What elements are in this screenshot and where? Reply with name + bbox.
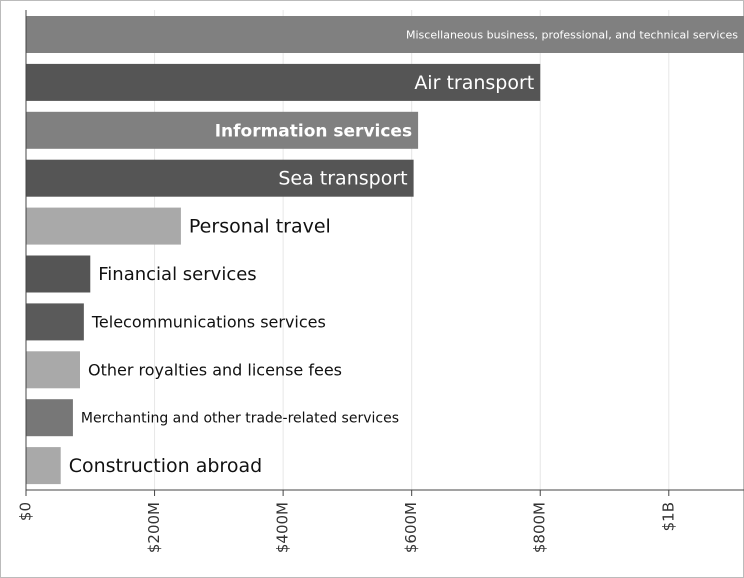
bar [26, 16, 744, 53]
bar-label: Personal travel [189, 216, 331, 238]
bar-label: Construction abroad [69, 455, 262, 477]
x-tick-label: $400M [274, 502, 292, 553]
x-tick-label: $800M [531, 502, 549, 553]
bar [26, 399, 73, 437]
bar-label: Merchanting and other trade-related serv… [81, 411, 399, 427]
bar-label: Miscellaneous business, professional, an… [406, 29, 738, 42]
bar [26, 351, 80, 389]
x-tick-label: $1B [659, 502, 677, 531]
bar-label: Other royalties and license fees [88, 360, 342, 379]
bar-label: Information services [215, 121, 412, 141]
bar-label: Sea transport [278, 168, 407, 190]
bar-label: Air transport [414, 72, 534, 94]
bar-label: Financial services [98, 264, 256, 285]
bar [26, 303, 84, 341]
bar [26, 111, 419, 149]
x-tick-label: $200M [145, 502, 163, 553]
bar [26, 447, 61, 485]
bar [26, 255, 91, 293]
bars: Miscellaneous business, professional, an… [26, 16, 744, 485]
bar [26, 207, 181, 245]
bar [26, 63, 541, 101]
bar-label: Telecommunications services [91, 312, 326, 331]
x-tick-label: $0 [17, 502, 35, 521]
x-tick-label: $600M [402, 502, 420, 553]
bar [26, 159, 414, 197]
